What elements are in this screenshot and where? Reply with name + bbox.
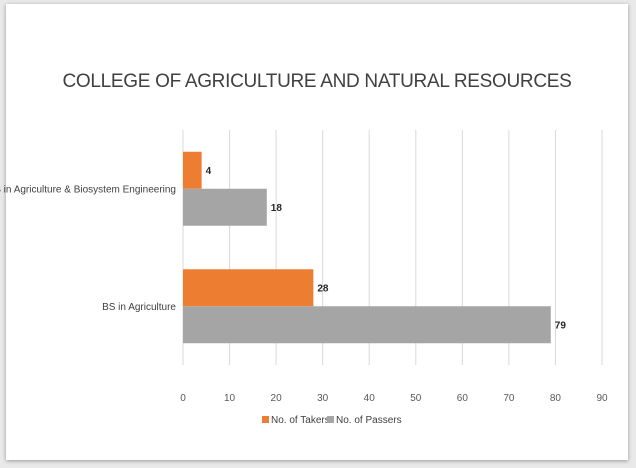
data-label: 28 [317,283,329,294]
chart-card [6,4,628,460]
x-tick-label: 70 [503,393,515,404]
data-label: 4 [206,166,212,177]
legend: No. of Takers No. of Passers [262,415,402,426]
bar [183,269,314,307]
legend-label: No. of Passers [336,415,402,426]
x-tick-label: 10 [224,393,236,404]
x-tick-label: 30 [317,393,329,404]
category-label: BS in Agriculture & Biosystem Engineerin… [0,184,176,195]
x-tick-label: 60 [457,393,469,404]
chart-title: COLLEGE OF AGRICULTURE AND NATURAL RESOU… [62,71,571,92]
bar [183,188,267,226]
x-tick-label: 80 [550,393,562,404]
data-label: 18 [271,203,283,214]
x-tick-label: 40 [364,393,376,404]
x-tick-label: 0 [180,393,186,404]
x-axis-ticks: 0 10 20 30 40 50 60 70 80 90 [180,393,608,404]
x-tick-label: 90 [596,393,608,404]
bar [183,306,551,344]
x-tick-label: 50 [410,393,422,404]
legend-label: No. of Takers [271,415,330,426]
data-labels: 4 18 28 79 [206,166,567,332]
x-tick-label: 20 [271,393,283,404]
legend-swatch [262,416,269,423]
data-label: 79 [555,320,567,331]
bar [183,151,202,189]
category-label: BS in Agriculture [102,302,176,313]
category-labels: BS in Agriculture & Biosystem Engineerin… [0,184,176,313]
bars [183,151,551,344]
legend-swatch [327,416,334,423]
